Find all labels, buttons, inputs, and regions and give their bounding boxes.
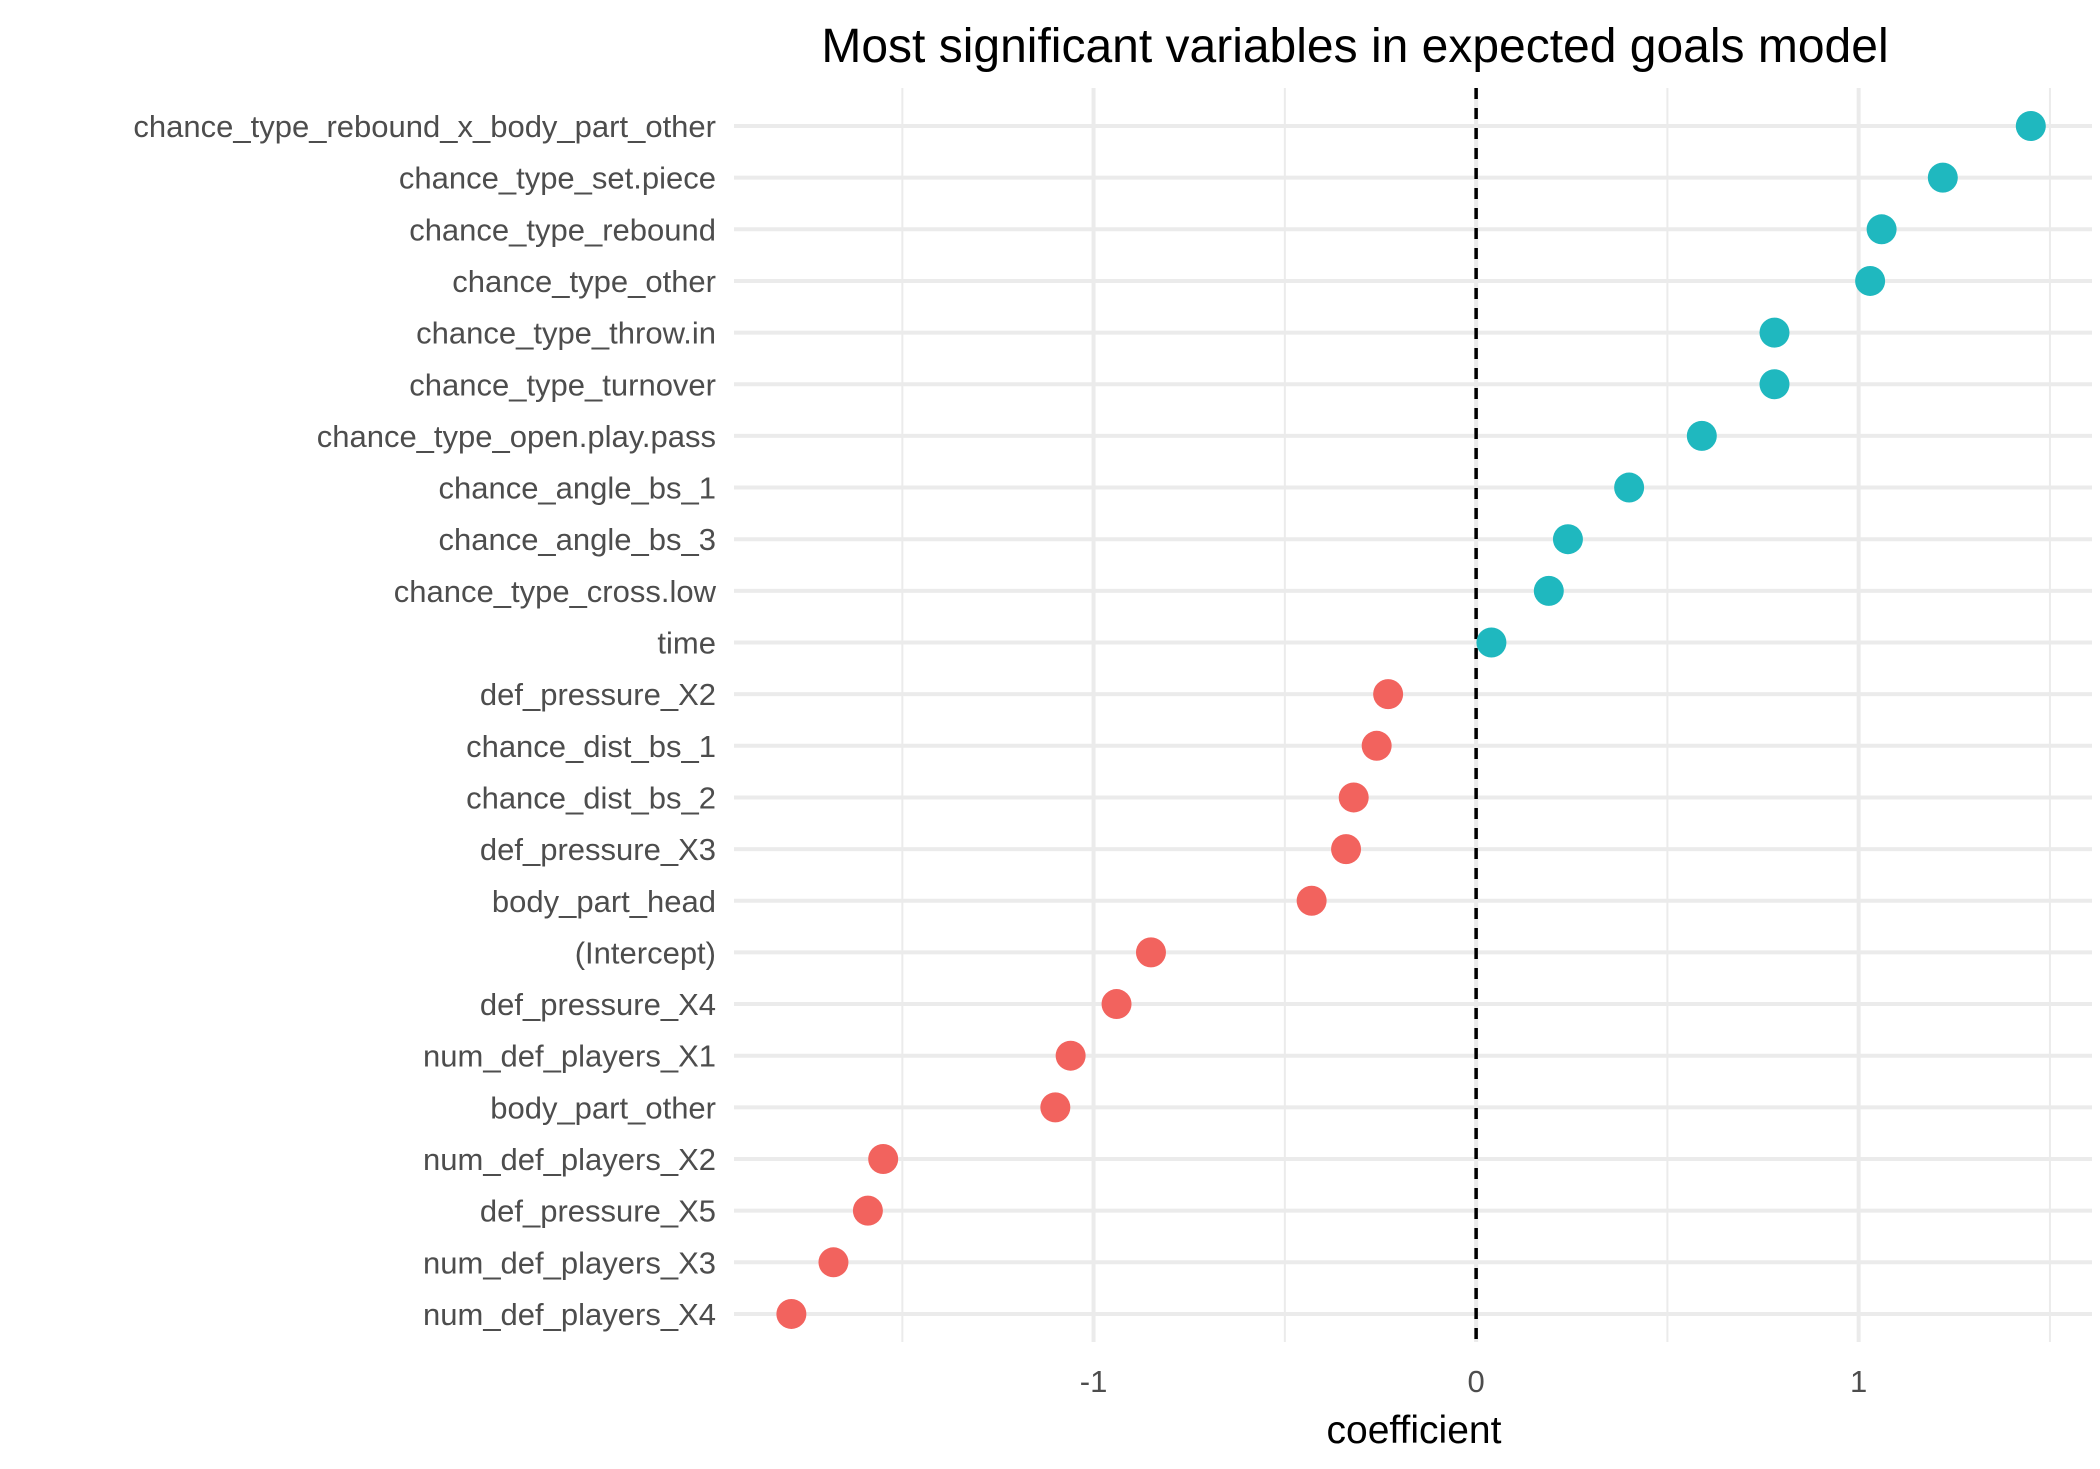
y-tick-label: chance_angle_bs_1: [438, 471, 716, 506]
data-point: [1927, 162, 1958, 193]
data-point: [1338, 782, 1369, 813]
data-point: [1055, 1040, 1086, 1071]
y-tick-label: def_pressure_X2: [480, 677, 716, 712]
y-tick-label: body_part_head: [492, 884, 716, 919]
y-tick-label: def_pressure_X3: [480, 832, 716, 867]
y-tick-label: body_part_other: [490, 1090, 716, 1125]
data-point: [1296, 885, 1327, 916]
y-tick-label: chance_type_turnover: [409, 367, 716, 402]
data-point: [1135, 937, 1166, 968]
y-tick-label: num_def_players_X4: [423, 1297, 716, 1332]
data-point: [868, 1144, 899, 1174]
data-point: [1373, 679, 1404, 710]
y-tick-label: chance_type_throw.in: [416, 316, 716, 351]
y-tick-label: num_def_players_X3: [423, 1245, 716, 1280]
y-tick-label: (Intercept): [575, 935, 716, 970]
data-point: [1040, 1092, 1071, 1123]
data-point: [1614, 472, 1645, 503]
data-point: [776, 1298, 807, 1329]
y-tick-label: chance_dist_bs_2: [466, 780, 716, 815]
y-tick-label: num_def_players_X2: [423, 1142, 716, 1177]
data-point: [1552, 524, 1583, 555]
y-tick-label: chance_type_open.play.pass: [317, 419, 716, 454]
data-points: [776, 111, 2046, 1329]
y-tick-label: time: [657, 626, 716, 661]
y-tick-label: num_def_players_X1: [423, 1039, 716, 1074]
y-tick-label: chance_dist_bs_1: [466, 729, 716, 764]
data-point: [1331, 834, 1362, 865]
data-point: [1476, 627, 1507, 658]
data-point: [1759, 369, 1790, 400]
x-axis-title: coefficient: [1327, 1409, 1502, 1452]
data-point: [852, 1195, 883, 1226]
data-point: [1866, 214, 1897, 245]
y-tick-label: chance_type_rebound_x_body_part_other: [133, 109, 716, 144]
y-tick-label: chance_type_cross.low: [394, 574, 717, 609]
chart-title: Most significant variables in expected g…: [821, 20, 1888, 73]
x-tick-label: 1: [1850, 1364, 1867, 1399]
data-point: [2015, 111, 2046, 141]
y-axis-labels: chance_type_rebound_x_body_part_othercha…: [133, 109, 716, 1332]
data-point: [1101, 989, 1132, 1020]
y-tick-label: def_pressure_X4: [480, 987, 716, 1022]
x-tick-label: 0: [1467, 1364, 1484, 1399]
y-tick-label: chance_type_other: [452, 264, 716, 299]
y-tick-label: chance_type_rebound: [409, 212, 716, 247]
data-point: [1361, 730, 1392, 761]
y-tick-label: chance_angle_bs_3: [438, 522, 716, 557]
data-point: [1686, 420, 1717, 451]
data-point: [1533, 575, 1564, 606]
x-axis-tick-labels: -1 0 1: [1080, 1364, 1867, 1399]
y-tick-label: chance_type_set.piece: [399, 161, 716, 196]
grid: [734, 88, 2092, 1342]
x-tick-label: -1: [1080, 1364, 1108, 1399]
data-point: [818, 1247, 849, 1278]
data-point: [1759, 317, 1790, 348]
y-tick-label: def_pressure_X5: [480, 1194, 716, 1229]
data-point: [1855, 265, 1886, 296]
